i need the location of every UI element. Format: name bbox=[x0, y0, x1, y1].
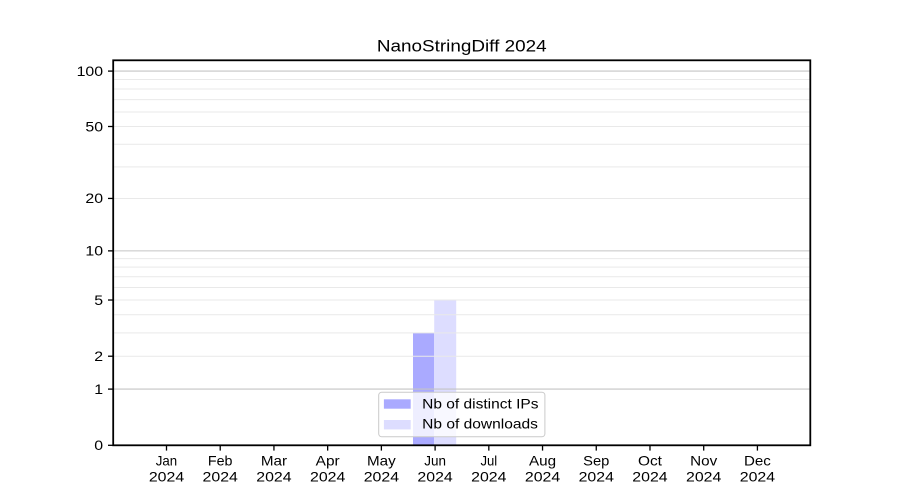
svg-text:100: 100 bbox=[77, 63, 104, 79]
svg-text:2024: 2024 bbox=[525, 468, 561, 484]
svg-text:5: 5 bbox=[94, 292, 103, 308]
svg-text:Oct: Oct bbox=[638, 453, 662, 469]
svg-text:2024: 2024 bbox=[203, 468, 239, 484]
svg-text:2024: 2024 bbox=[740, 468, 776, 484]
svg-text:Nb of distinct IPs: Nb of distinct IPs bbox=[422, 396, 538, 412]
svg-text:Sep: Sep bbox=[583, 453, 609, 469]
svg-text:0: 0 bbox=[94, 437, 103, 453]
svg-text:Jun: Jun bbox=[424, 453, 446, 469]
svg-text:2024: 2024 bbox=[579, 468, 615, 484]
svg-text:20: 20 bbox=[85, 190, 103, 206]
svg-text:Aug: Aug bbox=[529, 453, 556, 469]
svg-text:2: 2 bbox=[94, 348, 103, 364]
svg-text:Mar: Mar bbox=[261, 453, 288, 469]
svg-text:50: 50 bbox=[85, 118, 103, 134]
svg-text:2024: 2024 bbox=[256, 468, 292, 484]
svg-text:2024: 2024 bbox=[364, 468, 400, 484]
svg-text:Feb: Feb bbox=[208, 453, 233, 469]
svg-text:10: 10 bbox=[85, 243, 103, 259]
svg-text:May: May bbox=[367, 453, 396, 469]
svg-text:2024: 2024 bbox=[149, 468, 185, 484]
svg-text:2024: 2024 bbox=[686, 468, 722, 484]
svg-text:2024: 2024 bbox=[471, 468, 507, 484]
svg-text:1: 1 bbox=[94, 381, 103, 397]
svg-text:2024: 2024 bbox=[632, 468, 668, 484]
svg-text:2024: 2024 bbox=[417, 468, 453, 484]
svg-text:Nov: Nov bbox=[690, 453, 717, 469]
svg-text:Jan: Jan bbox=[156, 453, 177, 469]
svg-text:2024: 2024 bbox=[310, 468, 346, 484]
svg-text:Jul: Jul bbox=[480, 453, 497, 469]
svg-text:Apr: Apr bbox=[316, 453, 340, 469]
svg-text:Nb of downloads: Nb of downloads bbox=[422, 416, 538, 432]
svg-text:Dec: Dec bbox=[744, 453, 771, 469]
svg-text:NanoStringDiff 2024: NanoStringDiff 2024 bbox=[377, 36, 547, 55]
